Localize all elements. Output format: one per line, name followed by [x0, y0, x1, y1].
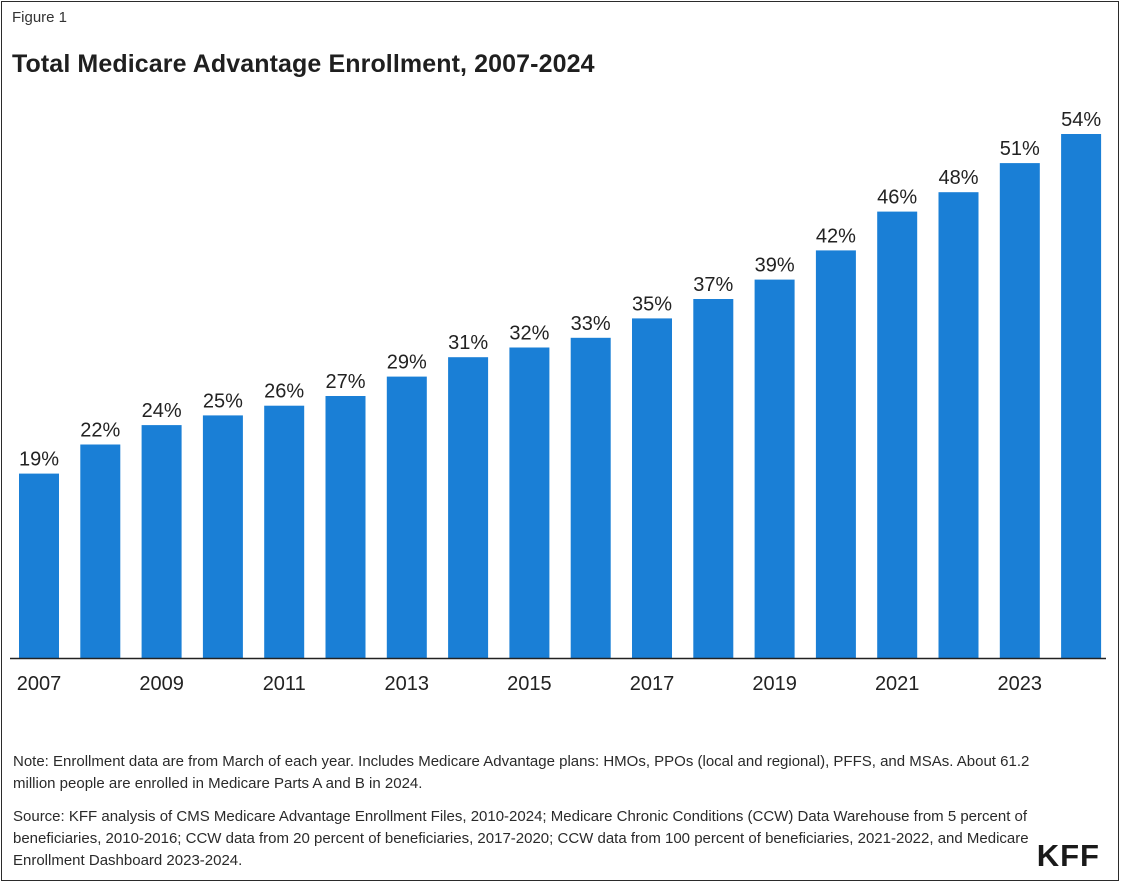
x-tick-2019: 2019: [752, 673, 797, 695]
data-label-2019: 39%: [755, 255, 795, 277]
data-label-2007: 19%: [19, 449, 59, 471]
x-tick-2017: 2017: [630, 673, 675, 695]
data-label-2024: 54%: [1061, 109, 1101, 131]
data-label-2020: 42%: [816, 225, 856, 247]
data-label-2015: 32%: [509, 323, 549, 345]
x-tick-2023: 2023: [998, 673, 1043, 695]
bar-2008: [80, 444, 121, 658]
data-label-2010: 25%: [203, 390, 243, 412]
bar-2018: [693, 299, 734, 658]
x-tick-2021: 2021: [875, 673, 920, 695]
bar-2019: [754, 279, 795, 658]
figure-label: Figure 1: [12, 9, 68, 26]
bar-2009: [141, 425, 182, 658]
bar-2020: [815, 250, 856, 658]
x-tick-2011: 2011: [263, 673, 306, 695]
x-tick-2015: 2015: [507, 673, 552, 695]
kff-logo: KFF: [1036, 838, 1100, 873]
bar-2016: [570, 337, 611, 658]
data-label-2023: 51%: [1000, 138, 1040, 160]
bar-2017: [632, 318, 672, 658]
data-label-2013: 29%: [387, 352, 427, 374]
x-tick-2013: 2013: [385, 673, 430, 695]
bar-2024: [1061, 134, 1102, 658]
data-label-2016: 33%: [571, 313, 611, 335]
x-tick-2009: 2009: [139, 673, 184, 695]
bar-2023: [999, 163, 1040, 658]
data-label-2009: 24%: [142, 400, 182, 422]
x-tick-2007: 2007: [17, 673, 62, 695]
data-label-2022: 48%: [938, 167, 978, 189]
bar-2015: [509, 347, 550, 658]
data-label-2018: 37%: [693, 274, 733, 296]
chart-note: Note: Enrollment data are from March of …: [13, 753, 1030, 792]
bar-2013: [386, 376, 427, 658]
bar-2022: [938, 192, 979, 658]
chart-source: Source: KFF analysis of CMS Medicare Adv…: [13, 808, 1029, 869]
data-label-2014: 31%: [448, 332, 488, 354]
bar-2021: [877, 211, 918, 658]
bar-2007: [19, 473, 59, 658]
data-label-2017: 35%: [632, 293, 672, 315]
bar-2011: [264, 405, 305, 658]
data-label-2012: 27%: [325, 371, 365, 393]
bar-2010: [202, 415, 243, 658]
bar-2012: [325, 396, 366, 658]
data-label-2011: 26%: [264, 381, 304, 403]
data-label-2021: 46%: [877, 187, 917, 209]
chart-title: Total Medicare Advantage Enrollment, 200…: [12, 50, 595, 78]
data-label-2008: 22%: [80, 420, 120, 442]
bar-2014: [448, 357, 489, 658]
